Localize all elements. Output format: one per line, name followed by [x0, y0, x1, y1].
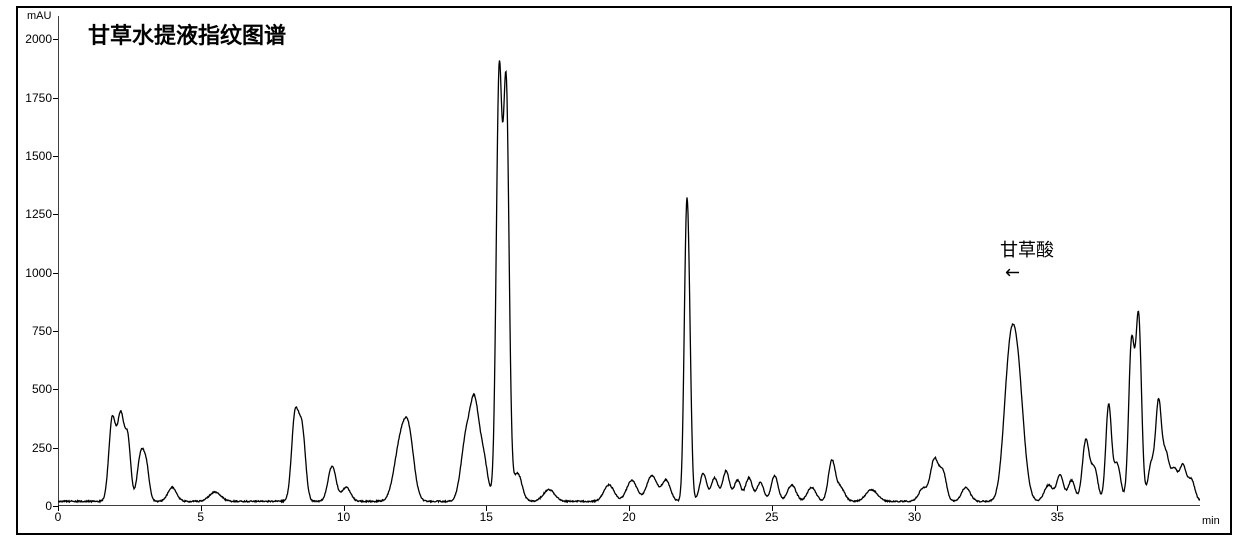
y-tick-label: 250 — [32, 441, 52, 455]
y-tick-mark — [53, 39, 58, 40]
y-tick-label: 1750 — [25, 91, 52, 105]
y-tick-label: 1000 — [25, 266, 52, 280]
chromatogram-line — [58, 16, 1200, 506]
x-tick-label: 0 — [55, 510, 62, 524]
y-tick-label: 500 — [32, 382, 52, 396]
y-tick-label: 750 — [32, 324, 52, 338]
x-tick-label: 35 — [1051, 510, 1064, 524]
y-tick-mark — [53, 214, 58, 215]
chromatogram-path — [58, 60, 1200, 502]
y-tick-mark — [53, 389, 58, 390]
plot-area: mAU 甘草水提液指纹图谱 甘草酸 ↙ 02505007501000125015… — [58, 16, 1200, 506]
y-tick-label: 1250 — [25, 207, 52, 221]
x-tick-label: 15 — [480, 510, 493, 524]
y-tick-mark — [53, 156, 58, 157]
y-tick-mark — [53, 98, 58, 99]
x-tick-label: 25 — [765, 510, 778, 524]
y-tick-mark — [53, 331, 58, 332]
y-tick-label: 2000 — [25, 32, 52, 46]
x-tick-label: 5 — [197, 510, 204, 524]
x-tick-label: 30 — [908, 510, 921, 524]
x-axis-unit: min — [1202, 515, 1220, 527]
y-tick-label: 1500 — [25, 149, 52, 163]
y-axis-unit: mAU — [27, 10, 51, 22]
x-tick-label: 20 — [622, 510, 635, 524]
x-tick-label: 10 — [337, 510, 350, 524]
y-tick-label: 0 — [45, 499, 52, 513]
y-tick-mark — [53, 273, 58, 274]
y-tick-mark — [53, 448, 58, 449]
